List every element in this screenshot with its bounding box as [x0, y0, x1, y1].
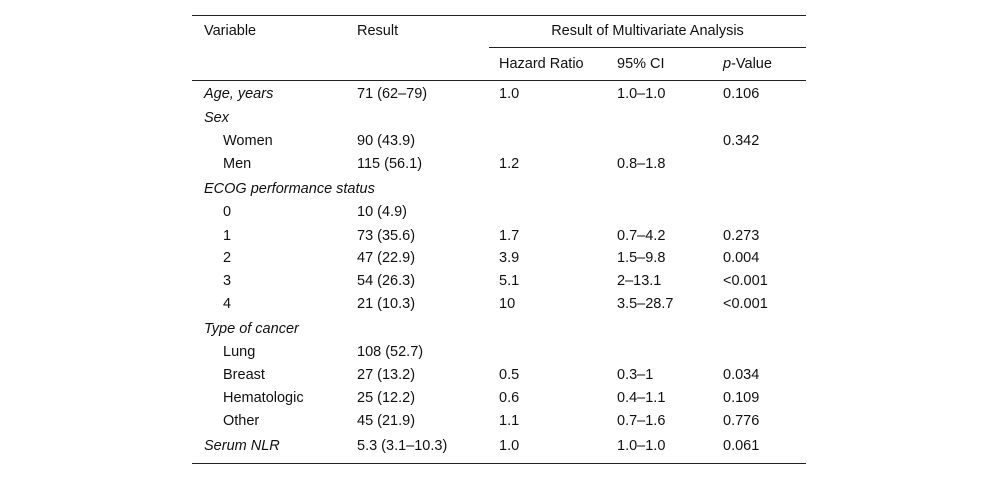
cell: 0.3–1 [617, 366, 654, 383]
row-label: 1 [223, 227, 232, 244]
text-part: 95% CI [617, 55, 665, 72]
cell: 1.0 [499, 85, 520, 102]
row-group-label: Age, years [204, 85, 274, 102]
italic-part: p [723, 55, 732, 72]
cell: 71 (62–79) [357, 85, 428, 102]
cell: 0.7–4.2 [617, 227, 666, 244]
cell: 10 (4.9) [357, 203, 407, 220]
cell: <0.001 [723, 295, 768, 312]
row-label: 4 [223, 295, 232, 312]
cell: 0.776 [723, 412, 760, 429]
row-label: Hematologic [223, 389, 304, 406]
cell: 47 (22.9) [357, 249, 416, 266]
cell: 1.0 [499, 437, 520, 454]
row-label: Breast [223, 366, 265, 383]
cell: 115 (56.1) [357, 155, 423, 172]
row-label: 0 [223, 203, 232, 220]
cell: 0.061 [723, 437, 760, 454]
cell: 0.034 [723, 366, 760, 383]
column-header: p-Value [723, 57, 772, 72]
cell: 0.109 [723, 389, 760, 406]
cell: 2–13.1 [617, 272, 662, 289]
cell: 5.3 (3.1–10.3) [357, 437, 448, 454]
column-header: 95% CI [617, 57, 665, 72]
top-rule [192, 15, 806, 16]
cell: 0.5 [499, 366, 520, 383]
cell: 0.4–1.1 [617, 389, 666, 406]
cell: 3.9 [499, 249, 520, 266]
cell: 0.106 [723, 85, 760, 102]
cell: 0.342 [723, 132, 760, 149]
row-label: 3 [223, 272, 232, 289]
cell: 0.6 [499, 389, 520, 406]
row-group-label: ECOG performance status [204, 180, 375, 197]
cell: 1.7 [499, 227, 520, 244]
cell: 0.7–1.6 [617, 412, 666, 429]
cell: 0.004 [723, 249, 760, 266]
group-rule [489, 47, 806, 48]
cell: <0.001 [723, 272, 768, 289]
row-label: Women [223, 132, 273, 149]
column-header: Variable [204, 22, 257, 39]
cell: 73 (35.6) [357, 227, 416, 244]
cell: 108 (52.7) [357, 343, 424, 360]
row-group-label: Sex [204, 109, 229, 126]
cell: 54 (26.3) [357, 272, 416, 289]
text-part: -Value [731, 55, 772, 72]
text-part: Hazard Ratio [499, 55, 584, 72]
cell: 25 (12.2) [357, 389, 416, 406]
column-header: Result [357, 22, 399, 39]
row-group-label: Serum NLR [204, 437, 280, 454]
cell: 0.273 [723, 227, 760, 244]
cell: 45 (21.9) [357, 412, 416, 429]
cell: 1.5–9.8 [617, 249, 666, 266]
cell: 1.2 [499, 155, 520, 172]
bottom-rule [192, 463, 806, 464]
cell: 90 (43.9) [357, 132, 416, 149]
cell: 5.1 [499, 272, 520, 289]
column-header: Hazard Ratio [499, 57, 584, 72]
cell: 27 (13.2) [357, 366, 416, 383]
cell: 1.0–1.0 [617, 437, 666, 454]
group-header: Result of Multivariate Analysis [551, 22, 744, 39]
cell: 10 [499, 295, 516, 312]
cell: 1.0–1.0 [617, 85, 666, 102]
header-rule [192, 80, 806, 81]
cell: 3.5–28.7 [617, 295, 674, 312]
cell: 0.8–1.8 [617, 155, 666, 172]
row-label: Other [223, 412, 260, 429]
cell: 1.1 [499, 412, 520, 429]
row-label: Men [223, 155, 252, 172]
row-label: 2 [223, 249, 232, 266]
cell: 21 (10.3) [357, 295, 416, 312]
row-label: Lung [223, 343, 256, 360]
row-group-label: Type of cancer [204, 320, 299, 337]
